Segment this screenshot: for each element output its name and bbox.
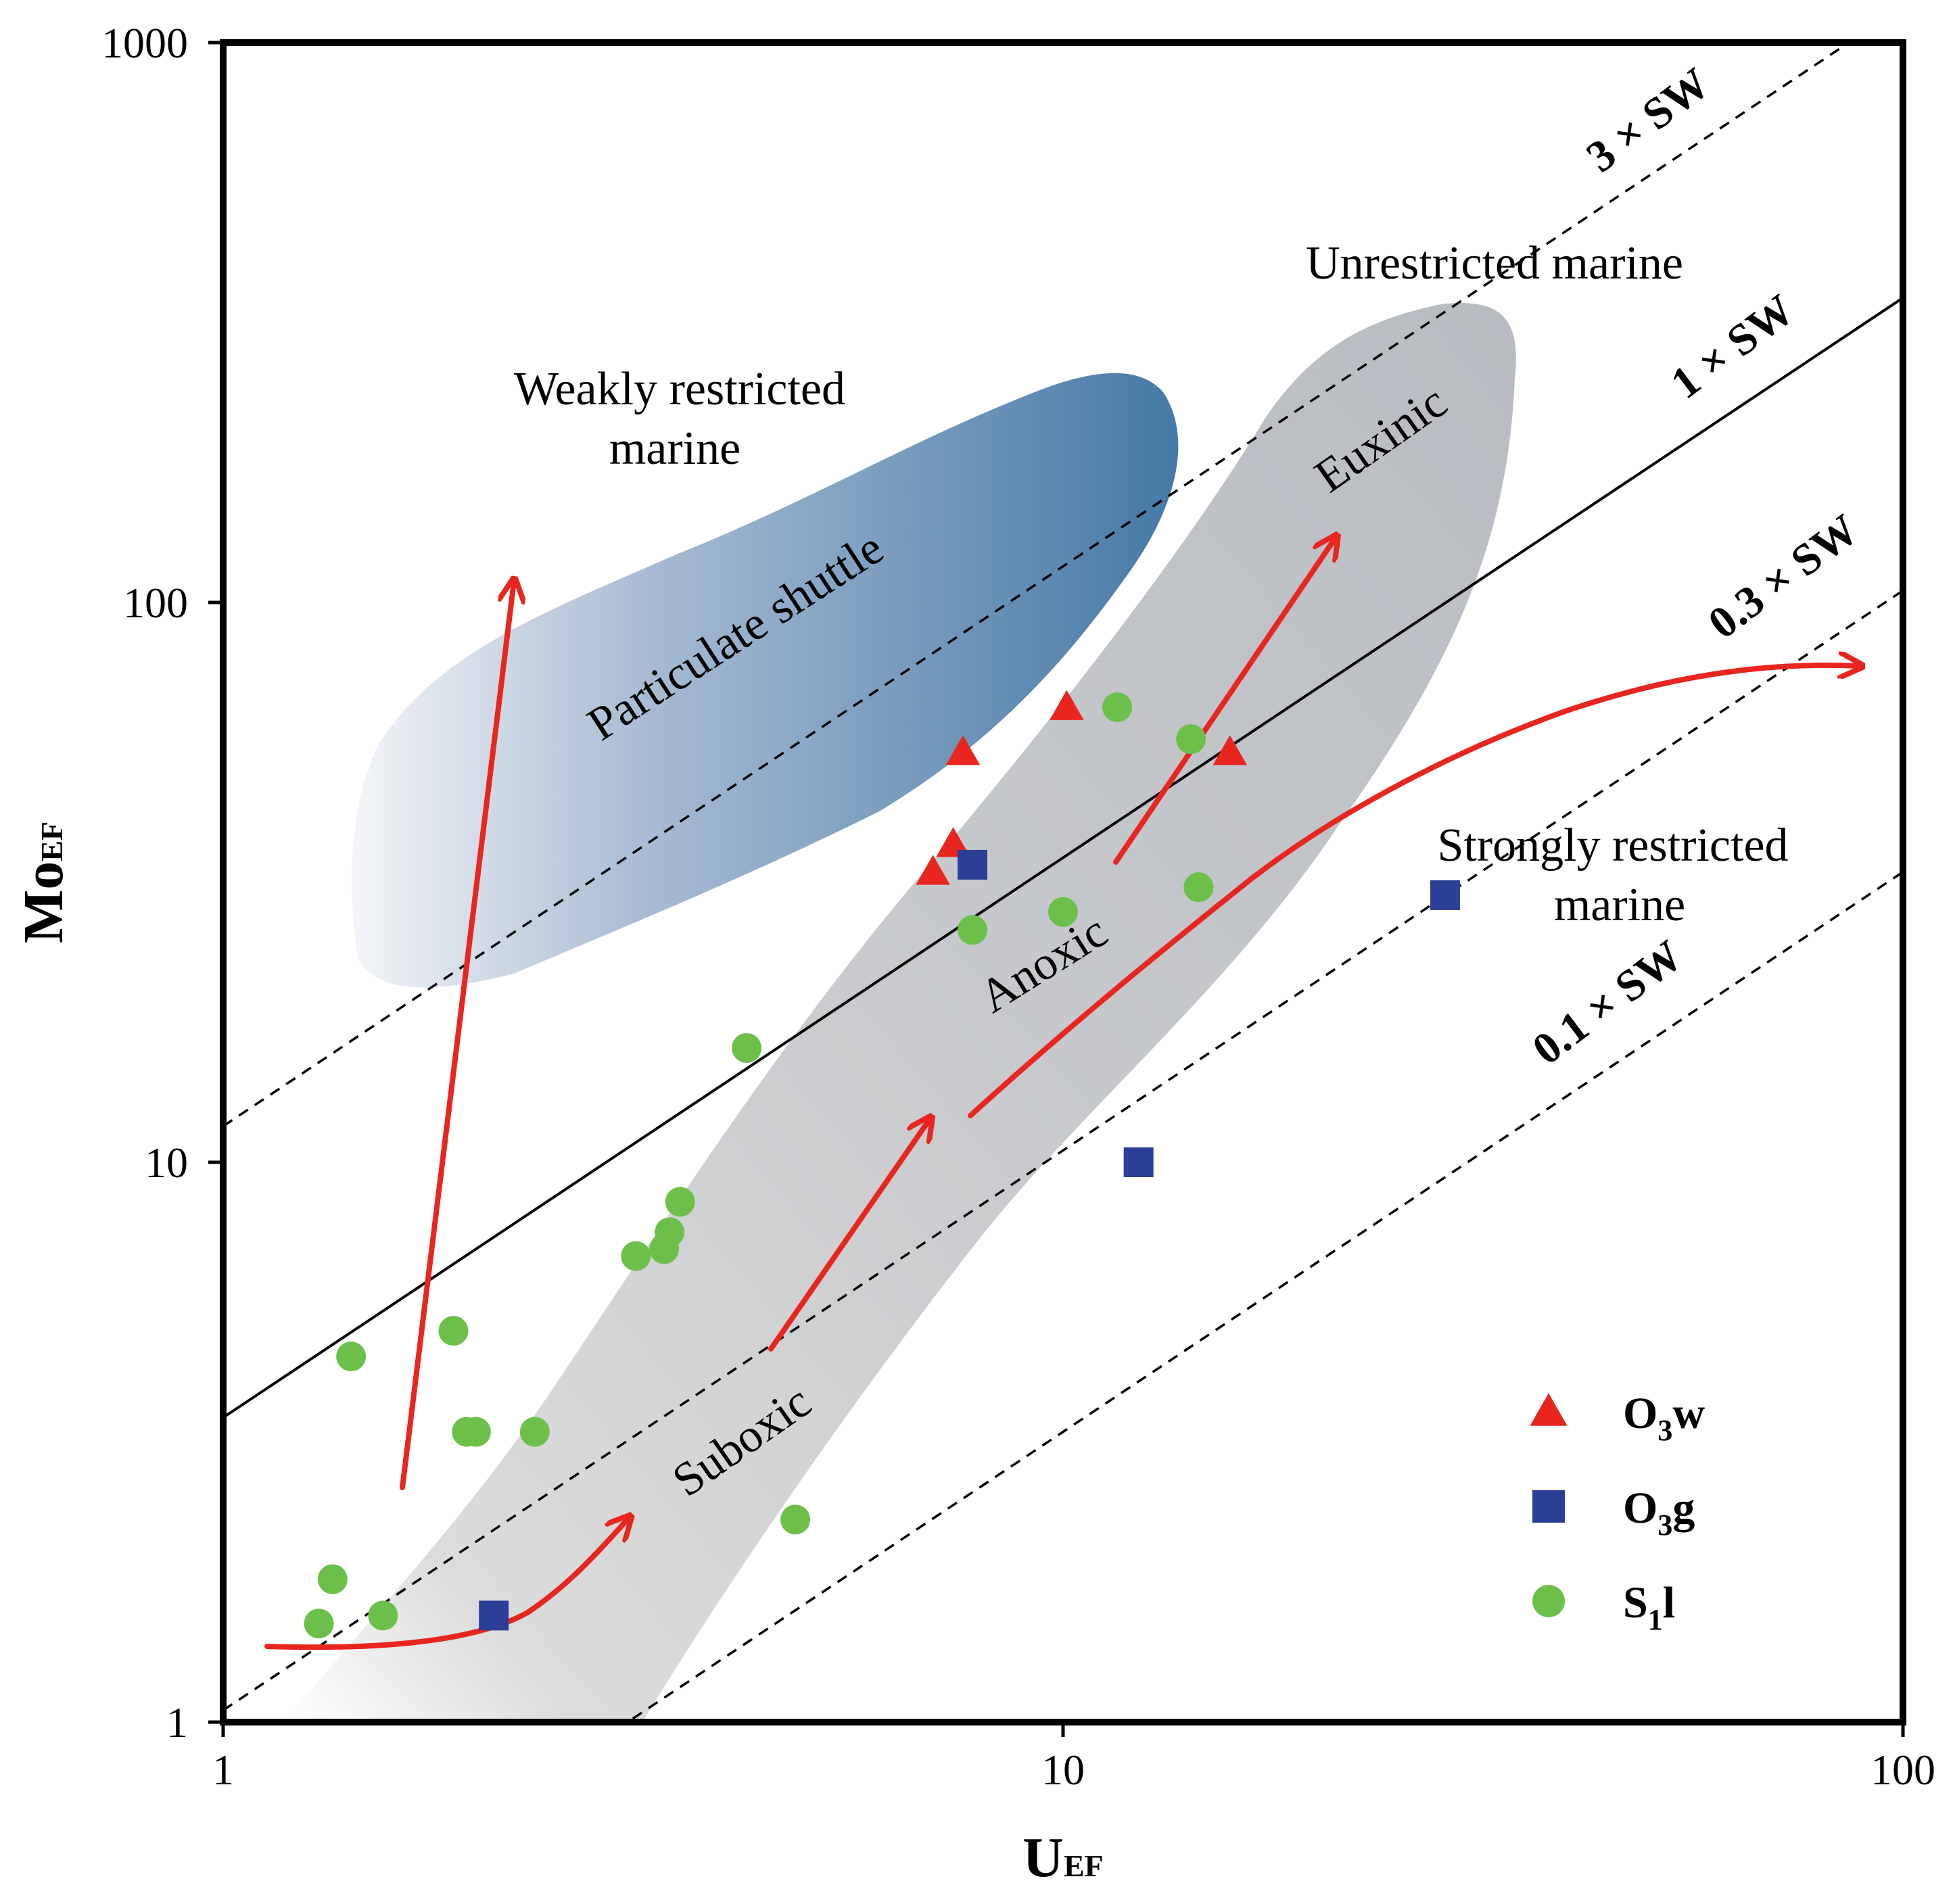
label-weakly-restricted-line2: marine [609, 423, 740, 475]
y-tick-label-2: 100 [123, 579, 188, 627]
sw-line-2 [223, 589, 1903, 1711]
arrow-suboxic-anoxic [768, 1119, 930, 1352]
label-weakly-restricted-line1: Weakly restricted [514, 363, 845, 415]
axis-ticks: 1 10 100 1 10 100 1000 [101, 19, 1935, 1794]
O3w-point-4 [1213, 735, 1248, 765]
S1l-point-12 [732, 1032, 762, 1063]
sw-line-3 [625, 871, 1903, 1722]
label-strongly-restricted-line1: Strongly restricted [1437, 819, 1788, 872]
y-tick-label-0: 1 [166, 1698, 188, 1746]
label-0.3xsw: 0.3 × SW [1699, 505, 1867, 648]
particulate-shuttle-field [352, 373, 1179, 988]
x-tick-label-2: 100 [1870, 1746, 1935, 1794]
label-3xsw: 3 × SW [1578, 59, 1719, 182]
S1l-point-6 [438, 1316, 469, 1346]
label-unrestricted-marine: Unrestricted marine [1306, 237, 1683, 289]
S1l-point-0 [317, 1564, 348, 1594]
legend-label-O3g: O3g [1623, 1483, 1695, 1542]
S1l-point-2 [304, 1609, 334, 1639]
S1l-point-11 [665, 1187, 695, 1217]
regions [284, 303, 1516, 1722]
x-axis-title: UEF [1022, 1826, 1103, 1889]
legend-marker-S1l [1532, 1585, 1565, 1617]
legend-label-S1l: S1l [1623, 1578, 1675, 1636]
legend: O3w O3g S1l [1530, 1389, 1705, 1636]
S1l-point-3 [368, 1600, 398, 1631]
y-axis-title: MoEF [12, 822, 75, 943]
trend-arrows [264, 538, 1860, 1650]
sw-line-1 [223, 296, 1903, 1419]
S1l-point-1 [336, 1341, 367, 1372]
series-S1l [304, 692, 1214, 1639]
label-0.1xsw: 0.1 × SW [1524, 931, 1691, 1074]
label-strongly-restricted-line2: marine [1554, 879, 1685, 931]
S1l-point-8 [621, 1241, 651, 1271]
S1l-point-18 [1183, 872, 1214, 903]
y-tick-label-1: 10 [145, 1139, 188, 1187]
x-tick-label-0: 1 [212, 1746, 234, 1794]
S1l-point-10 [655, 1217, 685, 1247]
O3w-point-3 [1050, 690, 1084, 720]
y-tick-label-3: 1000 [101, 19, 188, 67]
S1l-point-13 [780, 1504, 811, 1535]
O3g-point-1 [957, 849, 987, 880]
O3g-point-0 [479, 1600, 509, 1631]
O3g-point-2 [1123, 1147, 1154, 1177]
arrow-particulate-trend [400, 581, 514, 1490]
arrow-euxinic [1113, 538, 1336, 865]
axis-titles: UEF MoEF [12, 822, 1104, 1889]
arrow-strongly-restricted [968, 665, 1860, 1118]
redox-field [284, 303, 1516, 1722]
seawater-reference-lines [223, 43, 1903, 1722]
S1l-point-15 [1048, 897, 1078, 927]
series-O3w [916, 690, 1248, 885]
legend-label-O3w: O3w [1623, 1389, 1705, 1447]
S1l-point-7 [519, 1417, 550, 1447]
arrow-unrestricted-start [264, 1518, 629, 1650]
legend-entry-S1l: S1l [1532, 1578, 1675, 1636]
legend-entry-O3g: O3g [1532, 1483, 1695, 1542]
series-O3g [479, 849, 1460, 1631]
data-points [304, 690, 1460, 1639]
O3g-point-3 [1430, 880, 1460, 910]
S1l-point-17 [1176, 724, 1206, 755]
legend-marker-O3g [1532, 1490, 1565, 1523]
sw-line-0 [223, 43, 1852, 1128]
S1l-point-16 [1102, 692, 1133, 722]
legend-marker-O3w [1530, 1393, 1568, 1426]
O3w-point-2 [945, 735, 981, 765]
O3w-point-0 [916, 855, 950, 885]
legend-entry-O3w: O3w [1530, 1389, 1705, 1447]
S1l-point-14 [957, 915, 987, 945]
label-1xsw: 1 × SW [1662, 285, 1804, 408]
S1l-point-5 [461, 1417, 491, 1447]
x-tick-label-1: 10 [1041, 1746, 1085, 1794]
O3w-point-1 [936, 827, 970, 857]
